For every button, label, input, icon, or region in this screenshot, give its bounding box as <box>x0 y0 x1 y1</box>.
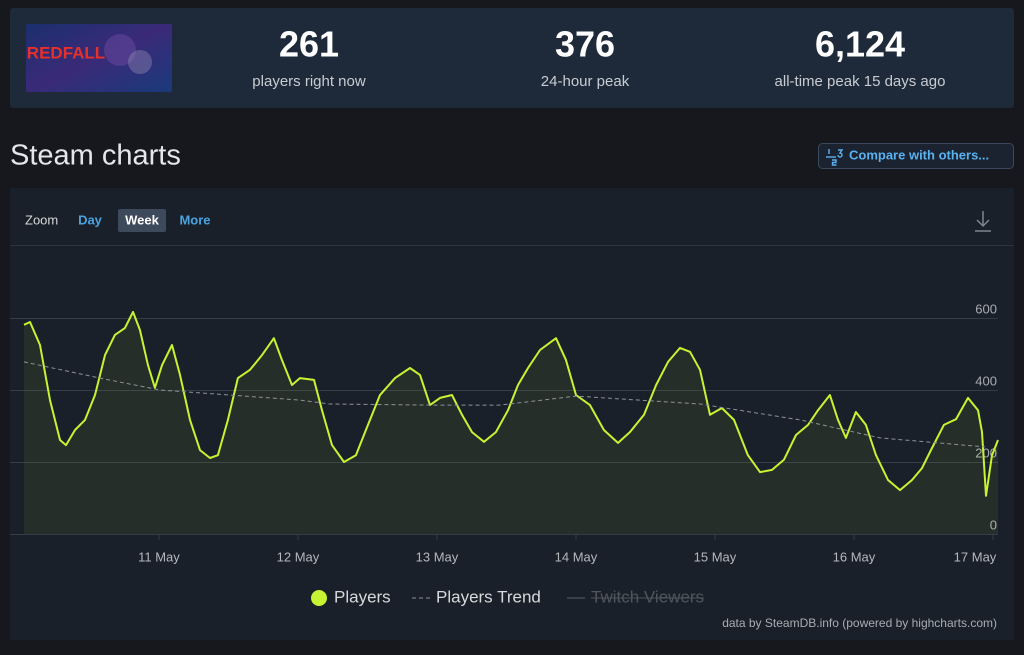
stat-label: players right now <box>252 73 366 90</box>
legend-label[interactable]: Twitch Viewers <box>591 587 704 606</box>
stat-label: all-time peak 15 days ago <box>775 73 946 90</box>
line <box>23 361 985 448</box>
compare-button[interactable] <box>818 143 1014 169</box>
x-tick-label: 11 May <box>138 549 180 564</box>
y-tick-label: 400 <box>975 373 997 388</box>
x-tick-label: 14 May <box>555 549 598 564</box>
image-art <box>104 34 136 66</box>
stats-panel <box>10 8 1014 108</box>
zoom-button[interactable]: Day <box>78 212 103 227</box>
section-title: Steam charts <box>10 140 181 172</box>
x-tick-label: 15 May <box>694 549 737 564</box>
compare-label: Compare with others... <box>849 147 989 162</box>
y-tick-label: 600 <box>975 301 997 316</box>
legend-label[interactable]: Players <box>334 587 391 606</box>
zoom-label: Zoom <box>25 212 58 227</box>
legend-symbol <box>311 590 327 606</box>
x-tick-label: 17 May <box>954 549 997 564</box>
game-logo: REDFALL <box>27 43 105 62</box>
download-icon[interactable] <box>975 211 991 232</box>
game-image[interactable] <box>26 24 172 92</box>
stat-value: 6,124 <box>815 24 905 65</box>
legend-label[interactable]: Players Trend <box>436 587 541 606</box>
credit: data by SteamDB.info (powered by highcha… <box>722 616 997 630</box>
stat-value: 261 <box>279 24 339 65</box>
area <box>24 311 998 534</box>
zoom-bar: Zoom Day Week More <box>25 209 211 232</box>
line <box>23 310 999 497</box>
zoom-button[interactable]: More <box>179 212 210 227</box>
chart-panel <box>10 188 1014 640</box>
zoom-button[interactable]: Week <box>125 212 159 227</box>
x-tick-label: 13 May <box>416 549 459 564</box>
y-tick-label: 0 <box>990 517 997 532</box>
image-art <box>128 50 152 74</box>
compare-icon <box>826 149 844 166</box>
x-tick-label: 16 May <box>833 549 876 564</box>
stat-label: 24-hour peak <box>541 73 630 90</box>
zoom-button-bg[interactable] <box>118 209 166 232</box>
stat-value: 376 <box>555 24 615 65</box>
x-tick-label: 12 May <box>277 549 320 564</box>
